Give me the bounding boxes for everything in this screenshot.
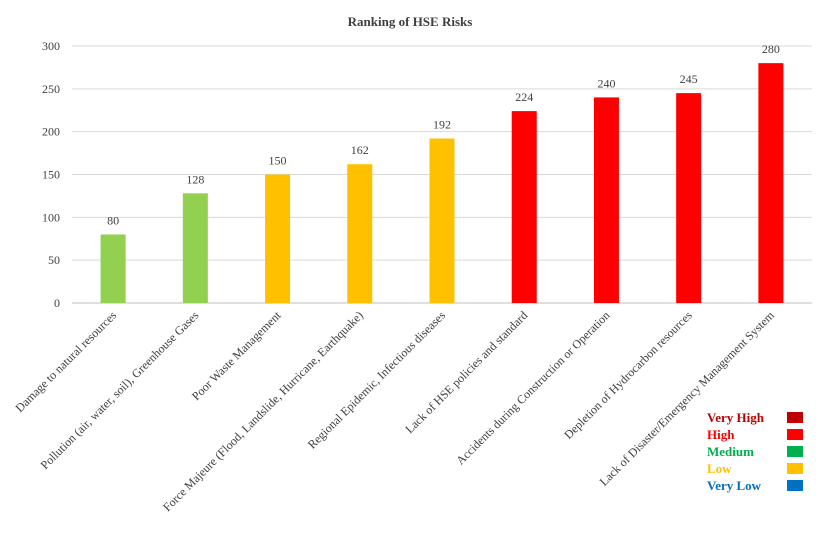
x-tick-label: Depletion of Hydrocarbon resources	[561, 308, 695, 442]
data-label: 245	[680, 72, 698, 86]
legend-label: Very High	[707, 410, 764, 425]
bar	[265, 174, 291, 303]
bar	[347, 164, 373, 303]
legend-item: Very High	[707, 410, 807, 427]
data-label: 128	[186, 172, 204, 186]
y-tick-label: 50	[48, 253, 60, 267]
data-label: 192	[433, 118, 451, 132]
x-tick-label: Accidents during Construction or Operati…	[453, 308, 612, 467]
chart-title: Ranking of HSE Risks	[348, 14, 473, 29]
x-tick-label: Poor Waste Management	[189, 308, 284, 403]
legend: Very High High Medium Low Very Low	[707, 410, 807, 495]
bar	[429, 138, 455, 303]
x-tick-label: Pollution (air, water, soil), Greenhouse…	[38, 308, 202, 472]
bar	[511, 111, 537, 304]
legend-swatch	[787, 446, 803, 457]
legend-label: Low	[707, 461, 732, 476]
bars	[100, 63, 784, 304]
data-labels: 80 128 150 162 192 224 240 245 280	[107, 42, 780, 227]
y-tick-label: 300	[42, 39, 60, 53]
y-tick-label: 0	[54, 296, 60, 310]
y-tick-label: 250	[42, 82, 60, 96]
bar	[182, 193, 208, 303]
legend-item: High	[707, 427, 807, 444]
legend-item: Very Low	[707, 478, 807, 495]
legend-swatch	[787, 412, 803, 423]
bar	[593, 97, 619, 304]
bar	[100, 234, 126, 303]
y-tick-label: 100	[42, 210, 60, 224]
data-label: 224	[515, 90, 533, 104]
data-label: 280	[762, 42, 780, 56]
data-label: 240	[597, 76, 615, 90]
legend-swatch	[787, 480, 803, 491]
legend-item: Low	[707, 461, 807, 478]
legend-label: Very Low	[707, 478, 762, 493]
legend-swatch	[787, 463, 803, 474]
data-label: 162	[351, 143, 369, 157]
legend-label: Medium	[707, 444, 754, 459]
data-label: 150	[269, 154, 287, 168]
legend-item: Medium	[707, 444, 807, 461]
x-tick-label: Regional Epidemic, Infectious diseases	[305, 308, 449, 452]
y-tick-label: 150	[42, 168, 60, 182]
data-label: 80	[107, 213, 119, 227]
legend-label: High	[707, 427, 735, 442]
bar	[676, 93, 702, 303]
y-axis: 0 50 100 150 200 250 300	[42, 39, 60, 310]
bar	[758, 63, 784, 304]
legend-swatch	[787, 429, 803, 440]
y-tick-label: 200	[42, 125, 60, 139]
